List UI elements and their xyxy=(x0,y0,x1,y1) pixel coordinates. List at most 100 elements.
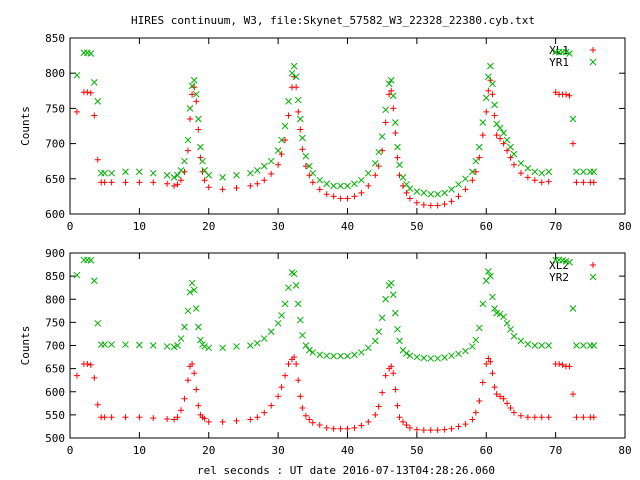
data-point xyxy=(90,78,98,86)
data-point xyxy=(434,202,441,209)
data-point xyxy=(344,182,351,190)
data-point xyxy=(559,361,566,368)
data-point xyxy=(500,395,507,402)
data-point xyxy=(510,150,518,158)
data-point xyxy=(379,389,386,396)
data-point xyxy=(517,337,525,345)
legend-label: YR2 xyxy=(549,271,569,284)
data-point xyxy=(278,151,285,158)
data-point xyxy=(170,343,178,351)
x-tick-label: 80 xyxy=(618,220,631,233)
data-point xyxy=(281,122,289,130)
data-point xyxy=(205,418,212,425)
data-point xyxy=(260,335,268,342)
y-tick-label: 600 xyxy=(45,386,65,399)
data-point xyxy=(101,179,108,186)
data-point xyxy=(281,300,289,308)
data-point xyxy=(201,177,208,184)
data-point xyxy=(497,393,504,400)
data-point xyxy=(493,391,500,398)
y-tick-label: 850 xyxy=(45,32,65,45)
data-point xyxy=(420,427,427,434)
data-point xyxy=(390,105,397,112)
data-point xyxy=(406,352,414,360)
data-point xyxy=(394,154,401,161)
data-point xyxy=(378,133,386,140)
data-point xyxy=(136,414,143,421)
data-point xyxy=(293,361,300,367)
data-point xyxy=(406,195,413,202)
data-point xyxy=(122,341,129,348)
data-point xyxy=(302,163,309,170)
data-point xyxy=(392,386,399,393)
data-point xyxy=(562,48,570,56)
data-point xyxy=(186,288,194,296)
legend-marker xyxy=(589,58,597,66)
data-point xyxy=(199,157,206,165)
data-point xyxy=(171,182,178,189)
data-point xyxy=(302,342,310,349)
data-point xyxy=(268,170,275,177)
x-tick-label: 0 xyxy=(67,444,74,457)
data-point xyxy=(462,175,469,183)
data-point xyxy=(197,143,204,151)
data-point xyxy=(292,282,300,289)
data-point xyxy=(403,181,410,188)
data-point xyxy=(194,115,202,123)
data-point xyxy=(101,341,109,348)
data-point xyxy=(434,355,442,362)
data-point xyxy=(441,354,448,361)
data-point xyxy=(309,349,317,356)
data-point xyxy=(94,401,101,408)
data-point xyxy=(545,178,552,185)
data-point xyxy=(101,169,109,177)
data-point xyxy=(573,179,580,186)
data-point xyxy=(413,426,420,433)
x-axis-label: rel seconds : UT date 2016-07-13T04:28:2… xyxy=(197,464,495,477)
data-point xyxy=(330,193,337,200)
data-point xyxy=(295,377,302,384)
data-point xyxy=(344,425,351,432)
data-point xyxy=(87,50,95,57)
data-point xyxy=(510,332,518,340)
data-point xyxy=(309,419,316,426)
series-xl2 xyxy=(73,354,597,434)
data-point xyxy=(392,119,399,126)
data-point xyxy=(267,328,275,335)
data-point xyxy=(580,414,587,421)
data-point xyxy=(305,162,313,170)
series-yr1 xyxy=(73,48,598,198)
data-point xyxy=(219,344,226,352)
data-point xyxy=(87,361,94,368)
data-point xyxy=(233,343,240,350)
data-point xyxy=(504,400,511,407)
data-point xyxy=(122,168,129,176)
data-point xyxy=(382,119,389,126)
data-point xyxy=(351,180,358,188)
data-point xyxy=(73,271,81,279)
data-point xyxy=(566,258,573,266)
data-point xyxy=(330,182,337,190)
data-point xyxy=(205,344,213,352)
data-point xyxy=(193,98,200,105)
data-point xyxy=(291,354,298,361)
data-point xyxy=(247,416,254,423)
data-point xyxy=(441,426,448,433)
data-point xyxy=(87,257,95,264)
data-point xyxy=(394,402,401,409)
data-point xyxy=(344,352,351,360)
data-point xyxy=(448,198,455,205)
data-point xyxy=(261,409,268,416)
data-point xyxy=(316,351,324,359)
data-point xyxy=(545,414,552,421)
data-point xyxy=(184,147,191,154)
data-point xyxy=(278,384,285,391)
data-point xyxy=(136,168,143,176)
data-point xyxy=(469,168,476,176)
data-point xyxy=(171,416,178,423)
data-point xyxy=(382,372,389,379)
data-point xyxy=(524,164,532,172)
data-point xyxy=(296,316,304,324)
data-point xyxy=(538,169,546,177)
data-point xyxy=(580,179,587,186)
